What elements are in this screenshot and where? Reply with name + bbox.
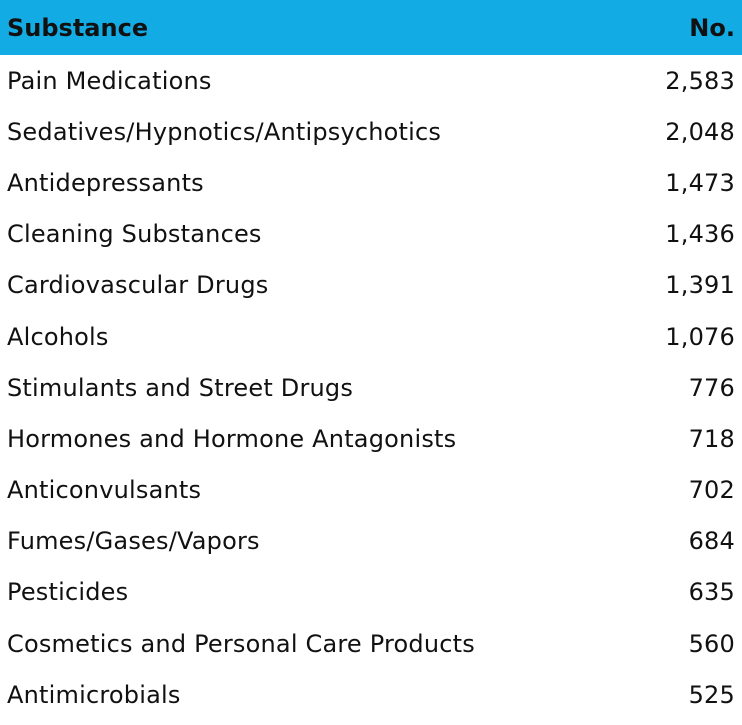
count-cell: 525 [688, 680, 735, 709]
count-cell: 2,583 [665, 66, 735, 95]
substance-cell: Antidepressants [7, 168, 204, 197]
substance-cell: Fumes/Gases/Vapors [7, 527, 260, 556]
column-header-substance: Substance [7, 13, 149, 42]
count-cell: 1,391 [665, 271, 735, 300]
table-row: Cosmetics and Personal Care Products 560 [0, 618, 742, 669]
count-cell: 2,048 [665, 117, 735, 146]
table-row: Cleaning Substances 1,436 [0, 209, 742, 260]
substance-cell: Cardiovascular Drugs [7, 271, 269, 300]
count-cell: 702 [688, 476, 735, 505]
table-row: Fumes/Gases/Vapors 684 [0, 516, 742, 567]
table-body: Pain Medications 2,583 Sedatives/Hypnotics… [0, 55, 742, 720]
substance-cell: Alcohols [7, 322, 109, 351]
substance-cell: Cosmetics and Personal Care Products [7, 629, 475, 658]
column-header-no: No. [689, 13, 735, 42]
substance-cell: Stimulants and Street Drugs [7, 373, 354, 402]
count-cell: 1,076 [665, 322, 735, 351]
table-row: Hormones and Hormone Antagonists 718 [0, 413, 742, 464]
table-row: Pain Medications 2,583 [0, 55, 742, 106]
count-cell: 560 [688, 629, 735, 658]
substance-cell: Anticonvulsants [7, 476, 202, 505]
count-cell: 718 [688, 424, 735, 453]
table-row: Pesticides 635 [0, 567, 742, 618]
substance-cell: Pain Medications [7, 66, 212, 95]
table-row: Sedatives/Hypnotics/Antipsychotics 2,048 [0, 106, 742, 157]
count-cell: 684 [688, 527, 735, 556]
count-cell: 776 [688, 373, 735, 402]
count-cell: 1,473 [665, 168, 735, 197]
substance-cell: Sedatives/Hypnotics/Antipsychotics [7, 117, 442, 146]
substance-cell: Hormones and Hormone Antagonists [7, 424, 457, 453]
table-row: Cardiovascular Drugs 1,391 [0, 260, 742, 311]
substance-cell: Pesticides [7, 578, 129, 607]
table-row: Antimicrobials 525 [0, 669, 742, 720]
table-row: Alcohols 1,076 [0, 311, 742, 362]
substance-cell: Antimicrobials [7, 680, 181, 709]
table-header-row: Substance No. [0, 0, 742, 55]
table-row: Anticonvulsants 702 [0, 465, 742, 516]
count-cell: 1,436 [665, 220, 735, 249]
table-row: Antidepressants 1,473 [0, 157, 742, 208]
table-row: Stimulants and Street Drugs 776 [0, 362, 742, 413]
substance-cell: Cleaning Substances [7, 220, 262, 249]
count-cell: 635 [688, 578, 735, 607]
